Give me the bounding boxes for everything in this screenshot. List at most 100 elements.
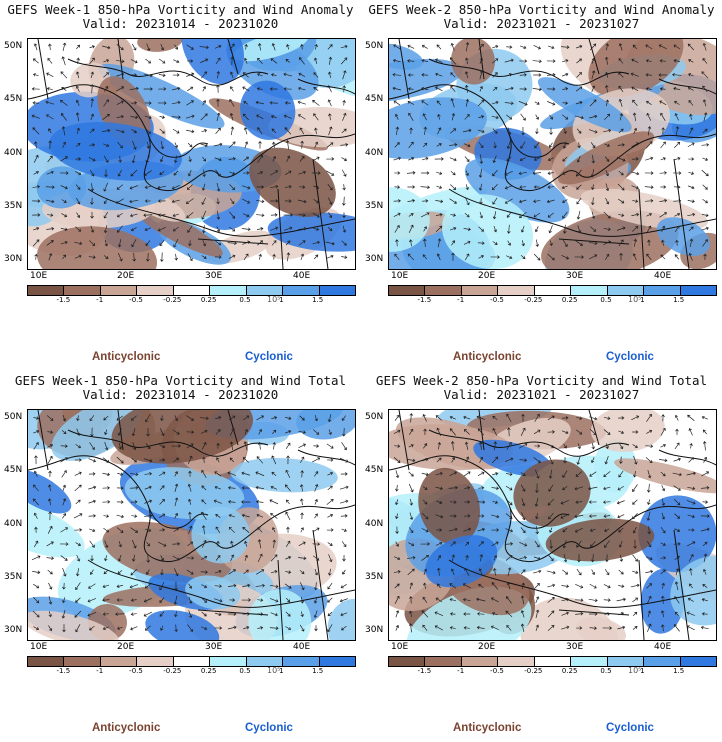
- wind-arrow: [74, 471, 82, 476]
- wind-arrow: [563, 128, 567, 134]
- vorticity-blob: [248, 589, 312, 640]
- coastline: [197, 238, 269, 245]
- wind-arrow: [478, 115, 485, 119]
- wind-arrow: [618, 540, 623, 548]
- wind-arrow: [479, 57, 484, 64]
- wind-arrow: [283, 213, 294, 217]
- wind-arrow: [201, 255, 207, 259]
- wind-arrow: [271, 43, 276, 51]
- wind-arrow: [463, 240, 471, 245]
- wind-arrow: [395, 239, 399, 247]
- wind-arrow: [313, 429, 320, 435]
- wind-arrow: [130, 568, 138, 576]
- wind-arrow: [285, 626, 292, 631]
- wind-arrow: [506, 582, 511, 590]
- wind-arrow: [61, 126, 66, 136]
- vorticity-map: [27, 409, 356, 641]
- wind-arrow: [479, 554, 484, 562]
- wind-arrow: [645, 569, 654, 574]
- wind-arrow: [477, 471, 485, 477]
- wind-arrow: [464, 212, 470, 218]
- wind-arrow: [408, 542, 415, 547]
- wind-arrow: [130, 227, 137, 232]
- wind-arrow: [327, 471, 334, 476]
- colorbar-swatch: [425, 286, 462, 295]
- wind-arrow: [590, 169, 595, 178]
- wind-arrow: [172, 226, 179, 232]
- wind-arrow: [492, 197, 498, 205]
- wind-arrow: [342, 112, 347, 121]
- wind-arrow: [632, 626, 638, 630]
- wind-arrow: [243, 171, 250, 175]
- wind-arrow: [283, 114, 292, 119]
- wind-arrow: [48, 511, 52, 521]
- wind-arrow: [535, 526, 540, 535]
- wind-arrow: [88, 255, 96, 259]
- wind-arrow: [216, 210, 221, 220]
- colorbar-swatch: [283, 657, 320, 666]
- wind-arrow: [117, 626, 123, 630]
- coastline: [398, 39, 410, 100]
- wind-arrow: [450, 541, 456, 547]
- wind-arrow: [659, 100, 667, 106]
- wind-arrow: [116, 184, 124, 190]
- wind-arrow: [603, 128, 612, 133]
- wind-arrow: [311, 171, 321, 175]
- wind-arrow: [546, 59, 556, 63]
- wind-arrow: [313, 444, 320, 448]
- wind-arrow: [341, 128, 347, 134]
- wind-arrow: [171, 115, 181, 119]
- wind-arrow: [602, 500, 611, 504]
- vorticity-blob: [51, 410, 143, 461]
- wind-arrow: [327, 414, 332, 423]
- colorbar-tick-label: -1.5: [417, 296, 432, 304]
- wind-arrow: [520, 527, 526, 534]
- wind-arrow: [242, 86, 250, 92]
- wind-arrow: [61, 87, 67, 91]
- wind-arrow: [313, 113, 319, 121]
- wind-arrow: [342, 196, 346, 206]
- y-tick-50n: 50N: [365, 41, 384, 51]
- coastline: [389, 84, 716, 192]
- wind-arrow: [61, 113, 67, 121]
- wind-arrow: [633, 455, 638, 465]
- wind-arrow: [314, 141, 319, 149]
- wind-arrow: [257, 127, 263, 135]
- wind-arrow: [464, 71, 469, 79]
- colorbar-tick-label: 1: [279, 296, 284, 304]
- wind-arrow: [174, 142, 179, 149]
- wind-arrow: [283, 87, 292, 91]
- wind-arrow: [703, 112, 708, 122]
- wind-arrow: [88, 485, 97, 490]
- wind-arrow: [284, 185, 292, 189]
- wind-arrow: [342, 569, 346, 575]
- wind-arrow: [47, 498, 52, 506]
- wind-arrow: [257, 553, 263, 562]
- wind-arrow: [46, 415, 54, 421]
- wind-arrow: [562, 199, 568, 204]
- wind-arrow: [284, 199, 292, 203]
- vorticity-blob: [541, 210, 679, 269]
- wind-arrow: [47, 57, 53, 64]
- wind-arrow: [421, 156, 429, 161]
- coastline: [297, 78, 355, 95]
- wind-arrow: [478, 541, 484, 547]
- colorbar-tick-label: -0.5: [490, 667, 504, 675]
- wind-arrow: [270, 485, 278, 490]
- wind-arrow: [504, 170, 513, 176]
- wind-arrow: [617, 143, 625, 147]
- wind-arrow: [619, 554, 624, 562]
- wind-arrow: [201, 539, 207, 548]
- wind-arrow: [535, 513, 539, 520]
- colorbar-tick-label: 1: [279, 667, 284, 675]
- wind-arrow: [144, 199, 151, 203]
- wind-arrow: [436, 457, 442, 463]
- wind-arrow: [465, 184, 469, 191]
- wind-arrow: [47, 443, 54, 448]
- wind-arrow: [576, 429, 583, 435]
- wind-arrow: [605, 43, 610, 51]
- wind-arrow: [576, 210, 581, 220]
- wind-arrow: [61, 430, 67, 435]
- wind-arrow: [103, 569, 109, 575]
- wind-arrow: [33, 583, 40, 589]
